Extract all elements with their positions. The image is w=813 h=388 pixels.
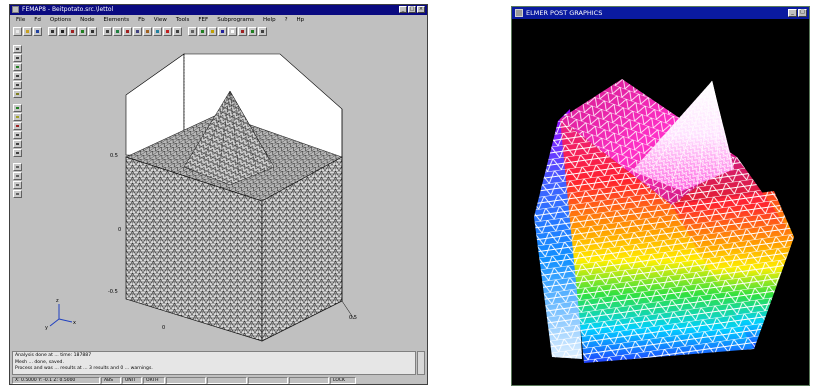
side-point-icon[interactable] [13,90,22,98]
axis-tick-bottom-right: 0.5 [349,315,357,321]
svg-text:x: x [73,320,76,326]
side-move-icon[interactable] [13,140,22,148]
side-scale-icon[interactable] [13,149,22,157]
save-icon[interactable] [33,27,42,36]
log-scrollbar[interactable] [417,351,425,375]
line-icon[interactable] [88,27,97,36]
menu-item[interactable]: Subprograms [217,17,255,23]
side-curve-icon[interactable] [13,81,22,89]
shaded-icon[interactable] [198,27,207,36]
side-toolbar [13,45,22,198]
message-log[interactable]: Analysis done at ... time: 187887 Mesh .… [12,351,416,375]
light-icon[interactable] [208,27,217,36]
open-folder-icon[interactable] [23,27,32,36]
minimize-button[interactable]: _ [399,6,407,13]
help-icon[interactable] [258,27,267,36]
menu-item[interactable]: File [16,17,26,23]
maximize-button[interactable]: □ [798,9,807,17]
side-arc-icon[interactable] [13,72,22,80]
side-view-side-icon[interactable] [13,181,22,189]
log-line: Analysis done at ... time: 187887 [15,353,92,358]
mesh-cube-view: z x y [45,53,355,342]
model-viewport[interactable]: z x y 0.5 0 -0.5 0 0.5 [24,39,422,349]
side-delete-icon[interactable] [13,122,22,130]
axis-tick-mid: 0 [118,227,122,233]
menu-item[interactable]: Tools [175,17,190,23]
rotate-icon[interactable] [68,27,77,36]
status-field [207,377,247,384]
hidden-line-icon[interactable] [188,27,197,36]
menu-bar: File Fd Options Node Elements Fb View Tools FEF S… [10,15,427,25]
refresh-icon[interactable] [248,27,257,36]
status-field: ORTH [143,377,165,384]
status-bar: X: 0.5000 Y: -0.1 Z: 0.5000 ABS UNIT ORTH LO… [12,377,425,384]
svg-text:z: z [56,298,59,304]
side-view-top-icon[interactable] [13,163,22,171]
maximize-button[interactable]: □ [408,6,416,13]
mesh-cone [183,90,275,186]
side-pointer-icon[interactable] [13,45,22,53]
status-field: LOCK [330,377,356,384]
status-field [248,377,288,384]
menu-item[interactable]: ? [284,17,288,23]
zoom-icon[interactable] [58,27,67,36]
minimize-button[interactable]: _ [788,9,797,17]
svg-text:y: y [45,325,48,331]
menu-item[interactable]: Fd [34,17,41,23]
contour-icon[interactable] [163,27,172,36]
menu-item[interactable]: Fb [138,17,145,23]
measure-icon[interactable] [218,27,227,36]
window-title: ELMER POST GRAPHICS [526,9,603,17]
status-field: X: 0.5000 Y: -0.1 Z: 0.5000 [12,377,100,384]
side-view-front-icon[interactable] [13,172,22,180]
mesh-icon[interactable] [113,27,122,36]
print-icon[interactable] [48,27,57,36]
node-icon[interactable] [123,27,132,36]
window-titlebar[interactable]: ELMER POST GRAPHICS _ □ [512,7,809,19]
mesh-generator-window: FEMAP8 - Beitpotato.src.\lettol _ □ × Fi… [9,4,428,385]
app-icon[interactable] [12,6,19,13]
filter-icon[interactable] [238,27,247,36]
menu-item[interactable]: Options [49,17,72,23]
toolbar [13,26,424,37]
close-button[interactable]: × [417,6,425,13]
surface-icon[interactable] [143,27,152,36]
side-refine-icon[interactable] [13,113,22,121]
element-icon[interactable] [133,27,142,36]
menu-item[interactable]: Elements [103,17,130,23]
axis-tick-top: 0.5 [110,153,118,159]
side-line-icon[interactable] [13,63,22,71]
menu-item[interactable]: Help [263,17,276,23]
axis-tick-bottom-mid: 0 [162,325,166,331]
app-icon[interactable] [515,9,523,17]
status-field: ABS [101,377,121,384]
select-icon[interactable] [228,27,237,36]
solid-icon[interactable] [153,27,162,36]
axis-triad: z x y [45,298,76,331]
status-field [289,377,329,384]
side-mesh-icon[interactable] [13,104,22,112]
menu-item[interactable]: Node [80,17,95,23]
window-titlebar[interactable]: FEMAP8 - Beitpotato.src.\lettol _ □ × [10,5,427,15]
grid-icon[interactable] [103,27,112,36]
window-title: FEMAP8 - Beitpotato.src.\lettol [22,6,114,13]
axis-tick-bottom: -0.5 [108,289,118,295]
pan-icon[interactable] [78,27,87,36]
log-line: Mesh ... done, saved. [15,359,64,365]
status-field: UNIT [122,377,142,384]
elmer-post-window: ELMER POST GRAPHICS _ □ [511,6,810,386]
new-file-icon[interactable] [13,27,22,36]
side-text-icon[interactable] [13,54,22,62]
log-line: Process and was ... results at ... 3 res… [15,366,153,371]
menu-item[interactable]: View [153,17,167,23]
menu-item[interactable]: Hp [296,17,305,23]
menu-item[interactable]: FEF [198,17,209,23]
side-view-iso-icon[interactable] [13,190,22,198]
post-graphics-canvas[interactable] [512,19,809,385]
status-field [166,377,206,384]
wireframe-icon[interactable] [173,27,182,36]
side-copy-icon[interactable] [13,131,22,139]
